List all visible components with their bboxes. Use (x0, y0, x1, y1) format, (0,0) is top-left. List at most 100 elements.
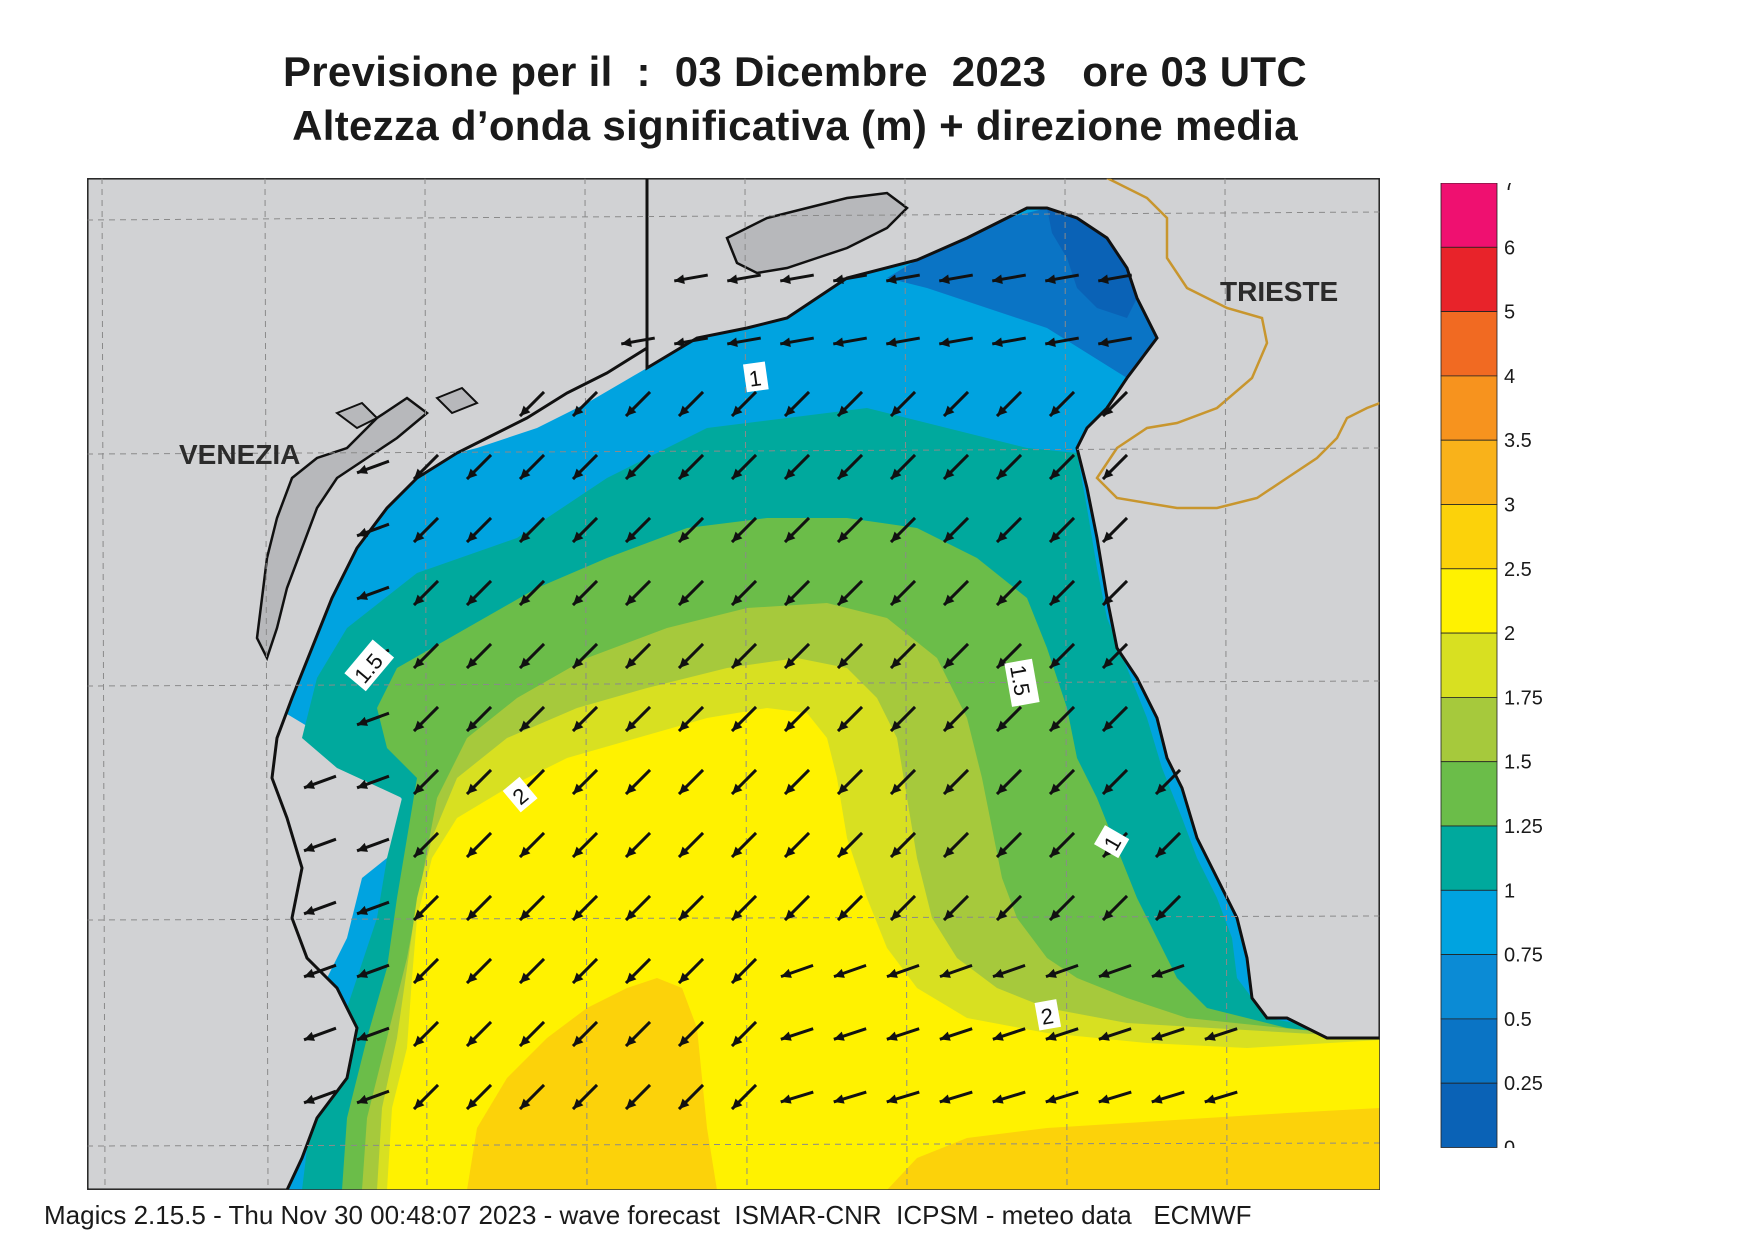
direction-arrowhead (466, 783, 478, 795)
direction-arrowhead (943, 468, 955, 480)
direction-arrowhead (678, 594, 690, 606)
wave-height-map: 1 1.5 1.5 2 2 1 VENEZIA (87, 178, 1380, 1190)
colorbar-swatch (1440, 761, 1498, 827)
direction-arrowhead (519, 972, 531, 984)
direction-arrowhead (731, 405, 743, 417)
direction-arrowhead (519, 909, 531, 921)
direction-arrowhead (625, 405, 637, 417)
direction-arrowhead (837, 846, 849, 858)
direction-arrowhead (1049, 909, 1061, 921)
direction-arrowhead (780, 1094, 792, 1104)
contour-label: 1.5 (1005, 663, 1035, 697)
direction-arrowhead (625, 531, 637, 543)
direction-arrowhead (466, 468, 478, 480)
direction-arrowhead (413, 468, 425, 480)
direction-arrowhead (943, 594, 955, 606)
colorbar-tick-label: 3 (1504, 495, 1515, 517)
direction-arrowhead (1045, 337, 1056, 347)
footer-credits: Magics 2.15.5 - Thu Nov 30 00:48:07 2023… (44, 1200, 1252, 1230)
direction-arrowhead (413, 1098, 425, 1110)
direction-arrowhead (519, 657, 531, 669)
direction-arrowhead (413, 720, 425, 732)
direction-arrowhead (1151, 968, 1163, 978)
direction-arrowhead (572, 909, 584, 921)
direction-arrowhead (1102, 657, 1114, 669)
direction-arrowhead (943, 405, 955, 417)
direction-arrowhead (784, 594, 796, 606)
direction-arrowhead (413, 972, 425, 984)
direction-arrowhead (678, 531, 690, 543)
direction-arrowhead (837, 405, 849, 417)
direction-arrowhead (992, 1031, 1004, 1041)
direction-arrowhead (572, 657, 584, 669)
direction-arrowhead (939, 968, 951, 978)
direction-arrowhead (1049, 657, 1061, 669)
direction-arrowhead (413, 531, 425, 543)
direction-arrowhead (357, 905, 368, 915)
direction-arrowhead (833, 968, 845, 978)
direction-arrowhead (1098, 337, 1109, 347)
direction-arrowhead (519, 846, 531, 858)
direction-arrowhead (1102, 468, 1114, 480)
direction-arrowhead (466, 594, 478, 606)
direction-arrowhead (780, 274, 791, 284)
colorbar-tick-label: 0.75 (1504, 945, 1543, 967)
colorbar-swatch (1440, 889, 1498, 955)
direction-arrowhead (996, 783, 1008, 795)
direction-arrowhead (304, 842, 315, 852)
direction-arrowhead (466, 531, 478, 543)
direction-arrowhead (939, 1094, 951, 1104)
direction-arrowhead (996, 594, 1008, 606)
direction-arrowhead (996, 405, 1008, 417)
direction-arrowhead (886, 968, 898, 978)
direction-arrowhead (678, 972, 690, 984)
colorbar-swatch (1440, 954, 1498, 1020)
direction-arrowhead (890, 846, 902, 858)
direction-arrowhead (678, 909, 690, 921)
direction-arrowhead (833, 274, 844, 284)
direction-arrowhead (413, 657, 425, 669)
direction-arrowhead (357, 968, 368, 978)
contour-label: 1 (747, 365, 763, 391)
direction-arrowhead (784, 657, 796, 669)
direction-arrowhead (1049, 720, 1061, 732)
colorbar-swatch (1440, 504, 1498, 570)
direction-arrowhead (996, 720, 1008, 732)
direction-arrowhead (625, 594, 637, 606)
city-label-venezia: VENEZIA (179, 439, 300, 470)
direction-arrowhead (1102, 405, 1114, 417)
forecast-date-title: Previsione per il : 03 Dicembre 2023 ore… (282, 48, 1308, 95)
direction-arrowhead (731, 909, 743, 921)
colorbar-swatch (1440, 697, 1498, 763)
colorbar-tick-label: 7 (1504, 183, 1515, 195)
direction-arrowhead (837, 594, 849, 606)
direction-arrowhead (625, 657, 637, 669)
direction-arrowhead (943, 909, 955, 921)
direction-arrowhead (572, 846, 584, 858)
direction-arrowhead (304, 1031, 315, 1041)
colorbar-tick-label: 1.25 (1504, 816, 1543, 838)
direction-arrowhead (1155, 909, 1167, 921)
direction-arrowhead (780, 1031, 792, 1041)
direction-arrowhead (357, 779, 368, 789)
direction-arrowhead (890, 909, 902, 921)
direction-arrowhead (837, 783, 849, 795)
variable-title: Altezza d’onda significativa (m) + direz… (292, 102, 1298, 149)
direction-arrowhead (837, 531, 849, 543)
direction-arrowhead (731, 468, 743, 480)
direction-arrowhead (837, 720, 849, 732)
state-border (1095, 178, 1380, 510)
direction-arrowhead (886, 274, 897, 284)
direction-arrowhead (413, 909, 425, 921)
direction-arrowhead (519, 405, 531, 417)
direction-arrowhead (357, 716, 368, 726)
direction-arrowhead (939, 274, 950, 284)
direction-arrowhead (625, 972, 637, 984)
direction-arrowhead (466, 909, 478, 921)
direction-arrowhead (886, 1031, 898, 1041)
direction-arrowhead (784, 531, 796, 543)
direction-arrowhead (572, 783, 584, 795)
direction-arrowhead (837, 909, 849, 921)
italian-coast-land (87, 178, 649, 1190)
direction-arrowhead (992, 968, 1004, 978)
